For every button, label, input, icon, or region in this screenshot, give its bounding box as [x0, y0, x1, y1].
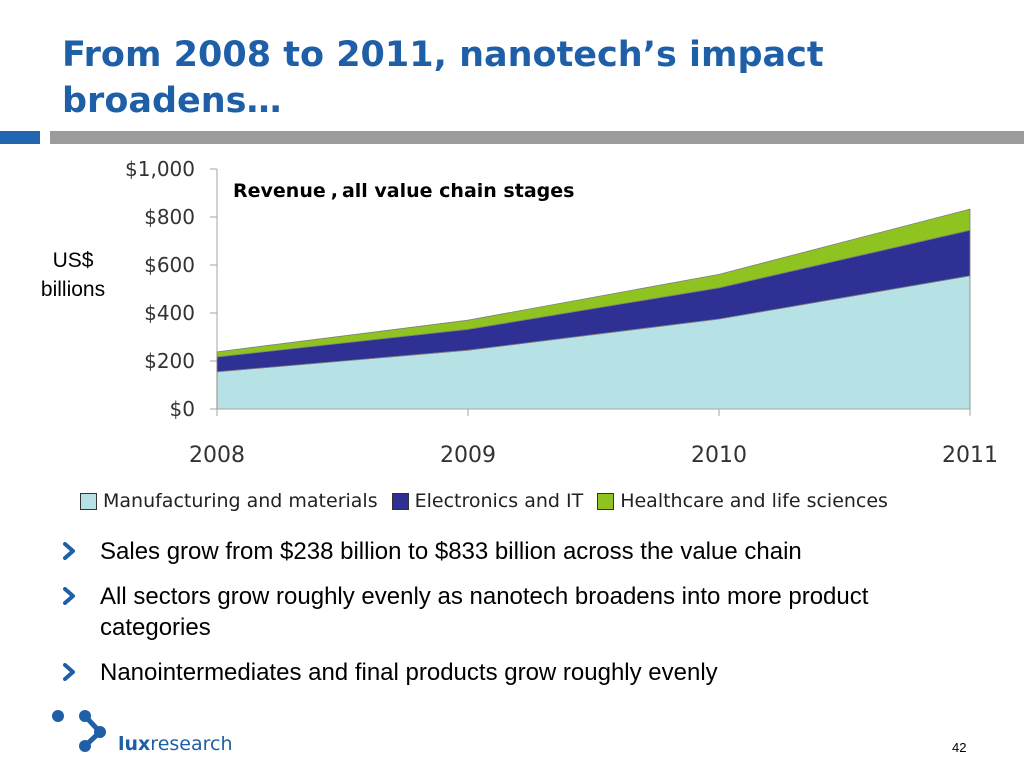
x-tick-label: 2008 — [189, 443, 245, 468]
legend-swatch-electronics — [391, 492, 409, 510]
legend-label-healthcare: Healthcare and life sciences — [620, 490, 888, 512]
bullet-text: Sales grow from $238 billion to $833 bil… — [100, 538, 802, 565]
y-tick-label: $400 — [144, 301, 195, 325]
legend-swatch-manufacturing — [80, 492, 97, 510]
bullet-text: Nanointermediates and final products gro… — [100, 659, 718, 686]
y-unit-line2: billions — [40, 278, 106, 301]
y-tick-label: $600 — [144, 253, 195, 277]
x-tick-label: 2011 — [942, 443, 998, 468]
x-tick-label: 2010 — [691, 443, 747, 468]
y-unit-label: US$ billions — [30, 246, 116, 304]
legend-label-electronics: Electronics and IT — [414, 490, 584, 512]
logo-wordmark-regular: research — [150, 733, 233, 755]
y-tick-label: $1,000 — [125, 157, 195, 181]
bullet-list: Sales grow from $238 billion to $833 bil… — [62, 536, 962, 702]
legend-item-electronics: Electronics and IT — [391, 490, 584, 512]
chart-title: Revenue, all value chain stages — [233, 180, 574, 202]
legend-swatch-healthcare — [597, 492, 615, 510]
bullet-item: All sectors grow roughly evenly as nanot… — [62, 581, 962, 643]
luxresearch-logo-icon — [52, 710, 106, 752]
stacked-area-chart: $0 $200 $400 $600 $800 $1,000 2008 2009 2010 2011 — [125, 157, 998, 468]
chevron-bullet-icon — [63, 663, 75, 681]
y-tick-label: $800 — [144, 205, 195, 229]
title-rule-bar — [50, 131, 1024, 144]
y-tick-label: $0 — [170, 397, 195, 421]
bullet-item: Nanointermediates and final products gro… — [62, 657, 962, 688]
logo-wordmark: luxresearch — [118, 733, 233, 755]
chart-legend: Manufacturing and materials Electronics … — [80, 486, 980, 516]
legend-item-healthcare: Healthcare and life sciences — [597, 490, 888, 512]
chart-title-separator: , — [330, 180, 338, 202]
chart-title-part2: all value chain stages — [341, 180, 575, 202]
y-tick-label: $200 — [144, 349, 195, 373]
legend-item-manufacturing: Manufacturing and materials — [80, 490, 378, 512]
slide-title: From 2008 to 2011, nanotech’s impact bro… — [62, 35, 824, 121]
bullet-item: Sales grow from $238 billion to $833 bil… — [62, 536, 962, 567]
area-healthcare — [216, 208, 971, 358]
title-rule-accent — [0, 131, 40, 144]
chevron-bullet-icon — [63, 542, 75, 560]
chart-title-part1: Revenue — [233, 180, 326, 202]
chevron-bullet-icon — [63, 587, 75, 605]
x-tick-label: 2009 — [440, 443, 496, 468]
logo-wordmark-bold: lux — [118, 733, 151, 755]
legend-label-manufacturing: Manufacturing and materials — [103, 490, 378, 512]
y-unit-line1: US$ — [52, 249, 94, 272]
page-number: 42 — [952, 740, 967, 755]
bullet-text: All sectors grow roughly evenly as nanot… — [100, 583, 869, 641]
